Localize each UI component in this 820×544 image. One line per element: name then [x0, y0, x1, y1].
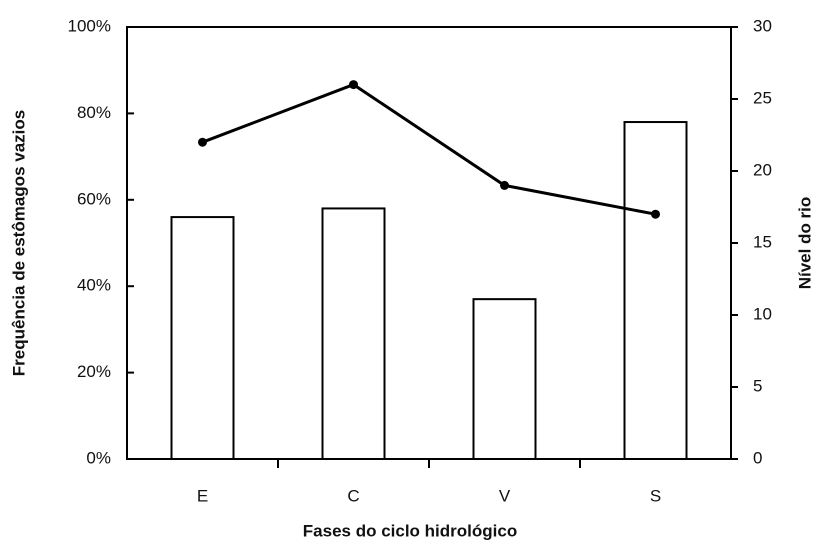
line-marker: [651, 209, 660, 219]
x-tick-label: E: [197, 486, 208, 505]
bar: [321, 207, 386, 460]
x-axis-label: Fases do ciclo hidrológico: [303, 521, 517, 540]
y2-axis-label: Nível do rio: [795, 197, 814, 290]
y-tick-label: 20%: [77, 362, 111, 381]
y-tick-label: 40%: [77, 276, 111, 295]
x-tick-label: C: [347, 486, 359, 505]
y-tick-label: 0%: [86, 448, 111, 467]
y2-tick-label: 10: [753, 304, 772, 323]
x-tick-label: S: [650, 486, 661, 505]
bar: [170, 216, 235, 460]
line-marker: [500, 180, 509, 190]
bar: [623, 121, 688, 460]
y2-tick-label: 20: [753, 160, 772, 179]
y-tick-label: 80%: [77, 103, 111, 122]
y2-tick-label: 5: [753, 376, 762, 395]
y-tick-label: 100%: [68, 16, 111, 35]
y2-tick-label: 25: [753, 88, 772, 107]
y2-tick-label: 0: [753, 448, 762, 467]
line-marker: [349, 80, 358, 90]
y2-tick-label: 15: [753, 232, 772, 251]
line: [201, 82, 656, 216]
y2-tick-label: 30: [753, 16, 772, 35]
bar: [472, 298, 537, 460]
x-tick-label: V: [499, 486, 511, 505]
line-marker: [198, 137, 207, 147]
y-tick-label: 60%: [77, 189, 111, 208]
y-axis-label: Frequência de estômagos vazios: [9, 110, 28, 376]
